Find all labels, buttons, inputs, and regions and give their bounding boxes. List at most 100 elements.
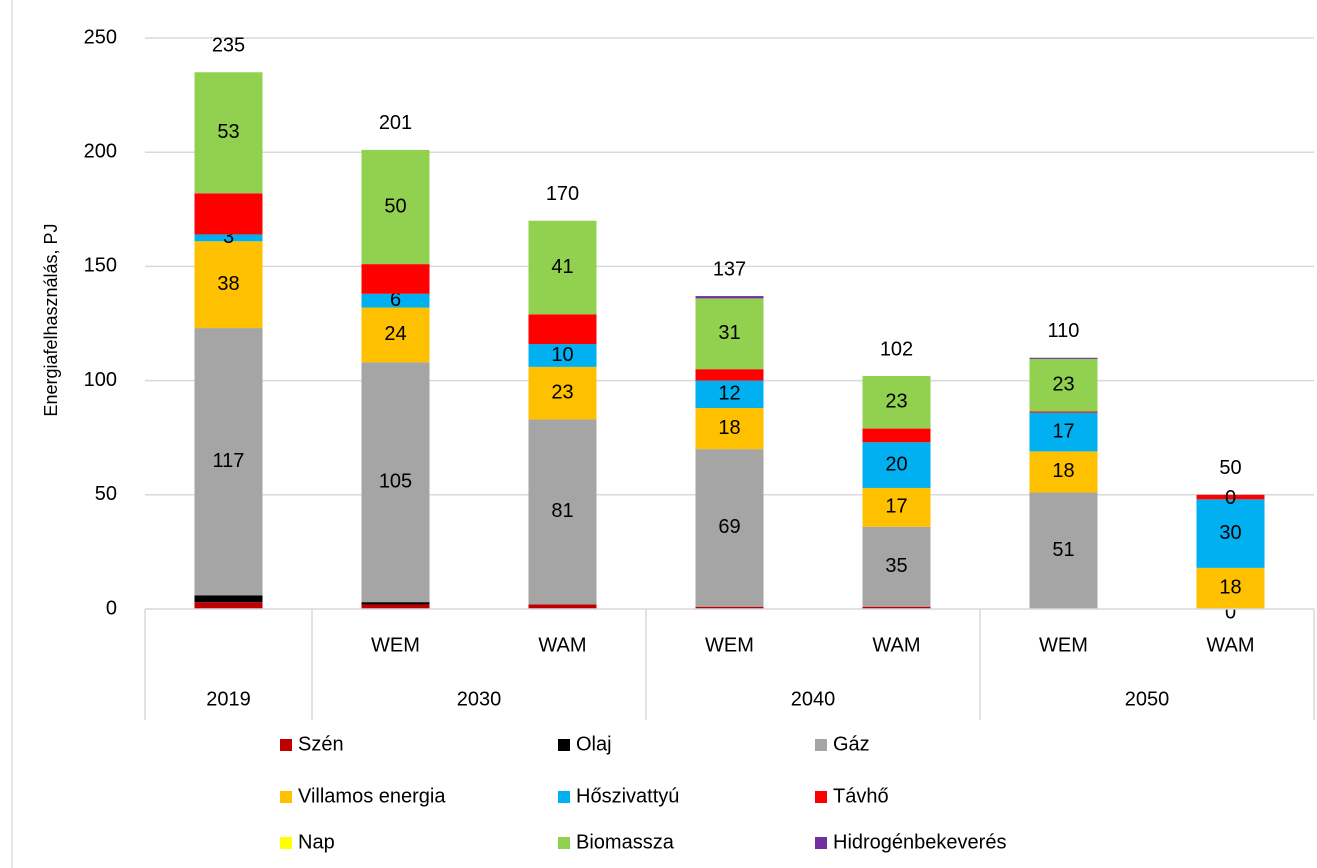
data-label: 50 [384,195,406,217]
data-label: 105 [379,471,412,493]
bar-segment [528,604,597,609]
bar-segment [1196,567,1265,609]
bar-segment [361,362,430,603]
data-label: 3 [223,226,234,248]
legend-label: Biomassza [576,831,675,853]
legend-label: Olaj [576,733,612,755]
legend-swatch [280,837,292,849]
data-label: 6 [390,289,401,311]
group-label: 2030 [457,688,502,710]
legend-label: Nap [298,831,335,853]
bar-segment [194,234,263,242]
legend-label: Távhő [833,785,889,807]
legend-swatch [558,739,570,751]
x-tick-label: WEM [371,634,420,656]
y-tick-label: 200 [84,140,117,162]
bar-segment [194,328,263,596]
data-label: 0 [1225,487,1236,509]
bar-segment [1029,411,1098,413]
data-label: 53 [217,121,239,143]
data-label: 23 [1052,373,1074,395]
data-label: 24 [384,323,406,345]
bar-segment [194,602,263,609]
data-label: 20 [885,453,907,475]
y-tick-label: 100 [84,369,117,391]
data-label: 23 [885,391,907,413]
total-label: 102 [880,338,913,360]
x-tick-label: WEM [1039,634,1088,656]
data-label: 18 [1052,460,1074,482]
bar-segment [361,264,430,294]
bar-segment [194,241,263,329]
bar-segment [528,419,597,605]
legend-swatch [280,791,292,803]
bar-segment [194,72,263,194]
legend-swatch [558,837,570,849]
x-tick-label: WAM [1206,634,1254,656]
x-tick-label: WAM [872,634,920,656]
legend-swatch [815,739,827,751]
bar-segment [862,442,931,488]
data-label: 10 [551,344,573,366]
x-tick-label: WAM [538,634,586,656]
group-label: 2019 [206,688,251,710]
bar-segment [695,298,764,370]
y-tick-label: 50 [95,483,117,505]
bar-segment [695,449,764,607]
data-label: 51 [1052,539,1074,561]
bar-segment [862,606,931,609]
bar-segment [361,293,430,308]
legend-swatch [558,791,570,803]
bar-segment [361,149,430,265]
bar-segment [1196,494,1265,500]
bar-segment [862,526,931,607]
bar-segment [361,602,430,605]
bar-segment [862,428,931,443]
group-label: 2050 [1125,688,1170,710]
data-label: 30 [1219,522,1241,544]
y-axis-label: Energiafelhasználás, PJ [41,223,61,416]
legend-swatch [815,791,827,803]
bar-segment [695,380,764,409]
x-tick-label: WEM [705,634,754,656]
legend-label: Gáz [833,733,870,755]
legend-label: Hőszivattyú [576,785,679,807]
data-label: 35 [885,555,907,577]
bar-segment [862,487,931,527]
data-label: 38 [217,273,239,295]
bar-segment [194,595,263,603]
data-label: 17 [885,496,907,518]
total-label: 235 [212,35,245,57]
bar-segment [528,366,597,420]
data-label: 18 [718,417,740,439]
data-label: 81 [551,500,573,522]
bar-segment [528,314,597,345]
legend-swatch [815,837,827,849]
legend-label: Hidrogénbekeverés [833,831,1006,853]
bar-segment [1029,451,1098,493]
total-label: 50 [1219,457,1241,479]
bar-segment [1029,358,1098,412]
data-label: 0 [1225,601,1236,623]
bar-segment [695,408,764,450]
bar-segment [1029,357,1098,359]
y-tick-label: 250 [84,26,117,48]
bar-segment [695,606,764,609]
bar-segment [528,344,597,367]
data-label: 69 [718,516,740,538]
legend-label: Szén [298,733,344,755]
bar-segment [361,307,430,363]
bar-segment [695,296,764,299]
bar-segment [528,220,597,315]
total-label: 110 [1048,320,1080,342]
bar-segment [1029,492,1098,609]
legend-swatch [280,739,292,751]
bar-segment [361,604,430,609]
bar-segment [862,376,931,429]
bar-segment [194,193,263,235]
y-tick-label: 150 [84,255,117,277]
group-label: 2040 [791,688,836,710]
bar-segment [695,369,764,381]
total-label: 170 [546,183,579,205]
